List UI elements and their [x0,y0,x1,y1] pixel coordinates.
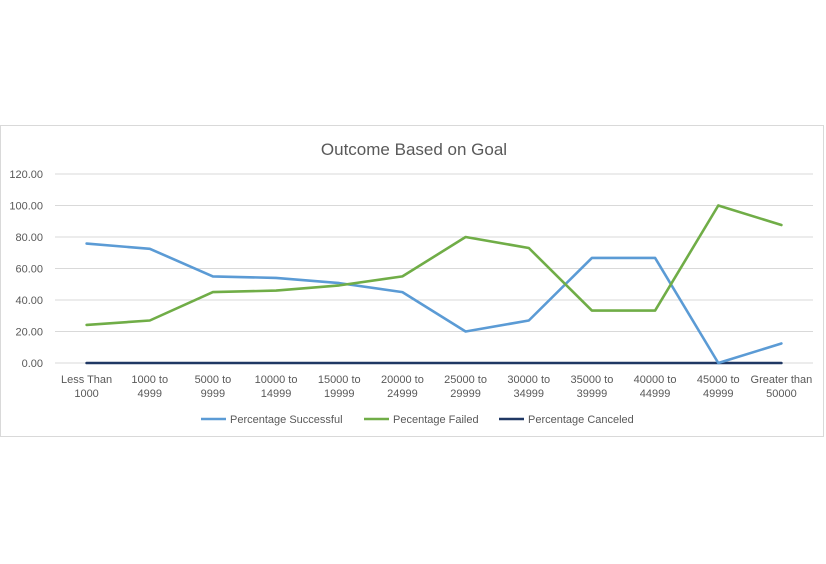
legend: Percentage Successful Pecentage Failed Per… [201,414,634,426]
x-tick-label: 1000 to 4999 [131,374,168,400]
x-tick-label-line: 14999 [261,388,292,400]
y-tick-label: 60.00 [15,264,43,276]
x-tick-label-line: 25000 to [444,374,487,386]
x-tick-label-line: 5000 to [195,374,232,386]
x-tick-label-line: 24999 [387,388,418,400]
x-tick-label-line: Less Than [61,374,112,386]
x-tick-label-line: 35000 to [571,374,614,386]
series-line-1 [85,204,783,327]
x-tick-label-line: 34999 [513,388,544,400]
series-line-0 [85,242,783,365]
x-tick-label-line: 50000 [766,388,797,400]
x-tick-label-line: 10000 to [255,374,298,386]
legend-label: Percentage Successful [230,414,343,426]
x-tick-label-line: 29999 [450,388,481,400]
x-tick-label-line: 1000 to [131,374,168,386]
y-axis-ticks: 0.00 20.00 40.00 60.00 80.00 100.00 120.00 [9,169,43,370]
x-tick-label-line: 40000 to [634,374,677,386]
y-tick-label: 80.00 [15,232,43,244]
x-tick-label: 35000 to 39999 [571,374,614,400]
x-tick-label: 30000 to 34999 [507,374,550,400]
x-tick-label-line: 1000 [74,388,98,400]
x-tick-label-line: 4999 [138,388,162,400]
x-tick-label-line: 44999 [640,388,671,400]
x-tick-label-line: 15000 to [318,374,361,386]
x-tick-label-line: 49999 [703,388,734,400]
x-tick-label-line: Greater than [751,374,813,386]
x-axis-ticks: Less Than 1000 1000 to 4999 5000 to 9999 10000… [61,374,812,400]
x-tick-label: 45000 to 49999 [697,374,740,400]
x-tick-label: 40000 to 44999 [634,374,677,400]
x-tick-label: 20000 to 24999 [381,374,424,400]
x-tick-label: 15000 to 19999 [318,374,361,400]
x-tick-label-line: 19999 [324,388,355,400]
legend-label: Pecentage Failed [393,414,479,426]
chart-frame: Outcome Based on Goal 0.00 20.00 40.00 60.0… [0,125,824,437]
x-tick-label-line: 39999 [577,388,608,400]
y-tick-label: 40.00 [15,295,43,307]
x-tick-label-line: 9999 [201,388,225,400]
x-tick-label: Greater than 50000 [751,374,813,400]
x-tick-label: 25000 to 29999 [444,374,487,400]
x-tick-label-line: 20000 to [381,374,424,386]
x-tick-label: 10000 to 14999 [255,374,298,400]
y-tick-label: 100.00 [9,201,43,213]
series-lines [85,204,783,365]
line-chart: Outcome Based on Goal 0.00 20.00 40.00 60.0… [9,140,813,426]
gridlines [55,173,813,364]
x-tick-label: Less Than 1000 [61,374,112,400]
y-tick-label: 120.00 [9,169,43,181]
x-tick-label: 5000 to 9999 [195,374,232,400]
x-tick-label-line: 45000 to [697,374,740,386]
legend-label: Percentage Canceled [528,414,634,426]
y-tick-label: 20.00 [15,327,43,339]
chart-title: Outcome Based on Goal [321,140,507,159]
x-tick-label-line: 30000 to [507,374,550,386]
y-tick-label: 0.00 [22,358,43,370]
